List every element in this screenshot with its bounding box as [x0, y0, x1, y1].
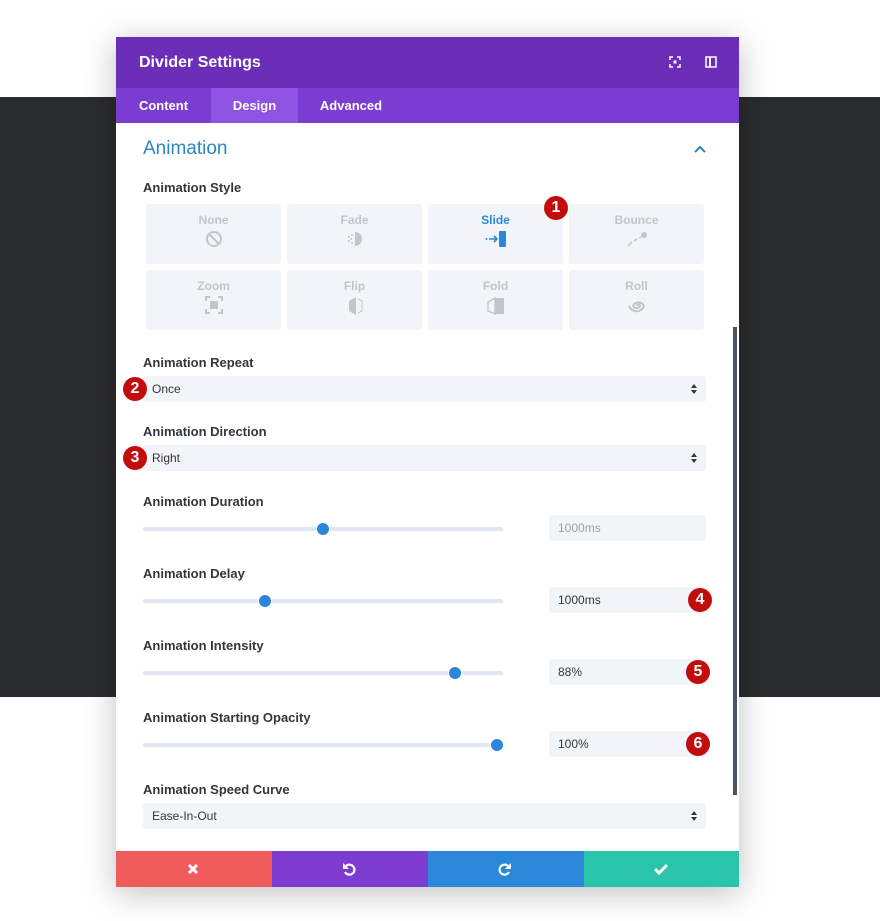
option-icon [627, 301, 645, 313]
select-arrows [691, 384, 697, 394]
slider-knob[interactable] [258, 594, 272, 608]
option-label: Roll [625, 279, 648, 293]
input-value: 88% [558, 665, 583, 679]
select-arrows [691, 811, 697, 821]
tab-bar: Content Design Advanced [116, 88, 739, 123]
undo-icon [343, 863, 356, 876]
step-badge: 5 [686, 660, 710, 684]
field-label: Animation Speed Curve [143, 782, 290, 797]
tab-active[interactable]: Design [211, 88, 298, 123]
fullscreen-icon[interactable] [669, 56, 681, 68]
option-icon [486, 296, 504, 315]
select-value: Ease-In-Out [152, 809, 217, 823]
step-badge: 4 [688, 588, 712, 612]
input-value: 100% [558, 737, 589, 751]
cancel-icon [187, 863, 199, 875]
option-icon [348, 297, 362, 315]
style-option[interactable]: Zoom [146, 270, 281, 330]
field-label: Animation Starting Opacity [143, 710, 311, 725]
tab[interactable]: Advanced [319, 98, 383, 113]
field-label: Animation Duration [143, 494, 264, 509]
text-input[interactable]: 100% [549, 731, 706, 757]
select[interactable]: Once [143, 376, 706, 402]
step-badge: 1 [544, 196, 568, 220]
settings-modal: Divider Settings Content Design Advanced… [116, 37, 739, 887]
redo-icon [498, 863, 511, 876]
undo-button[interactable] [272, 851, 428, 887]
step-badge: 2 [123, 377, 147, 401]
style-option[interactable]: Roll [569, 270, 704, 330]
option-label: Fade [340, 213, 369, 227]
option-icon [626, 232, 647, 247]
slider-track[interactable] [143, 599, 503, 603]
scrollbar[interactable] [733, 327, 737, 795]
slider-track[interactable] [143, 743, 503, 747]
style-option[interactable]: Bounce [569, 204, 704, 264]
style-option[interactable]: None [146, 204, 281, 264]
modal-title: Divider Settings [139, 54, 261, 71]
field-label: Animation Delay [143, 566, 245, 581]
field-label: Animation Repeat [143, 355, 254, 370]
select-value: Right [152, 451, 181, 465]
modal-header: Divider Settings [116, 37, 739, 88]
slider-knob[interactable] [316, 522, 330, 536]
tab[interactable]: Content [138, 98, 189, 113]
select[interactable]: Right [143, 445, 706, 471]
option-label: Slide [481, 213, 510, 227]
option-label: Zoom [197, 279, 230, 293]
option-label: Bounce [614, 213, 659, 227]
field-label: Animation Style [143, 180, 242, 195]
style-option[interactable]: Fade [287, 204, 422, 264]
field-label: Animation Intensity [143, 638, 264, 653]
step-badge: 6 [686, 732, 710, 756]
select[interactable]: Ease-In-Out [143, 803, 706, 829]
option-label: Fold [482, 279, 509, 293]
save-icon [654, 863, 668, 876]
style-option[interactable]: Flip [287, 270, 422, 330]
style-option[interactable]: Fold [428, 270, 563, 330]
option-icon [347, 232, 362, 246]
select-value: Once [152, 382, 181, 396]
slider-track[interactable] [143, 671, 503, 675]
slider-knob[interactable] [490, 738, 504, 752]
option-icon [205, 231, 222, 247]
cancel-button[interactable] [116, 851, 272, 887]
text-input[interactable]: 1000ms [549, 515, 706, 541]
save-button[interactable] [584, 851, 739, 887]
slider-knob[interactable] [448, 666, 462, 680]
option-icon [204, 296, 223, 314]
text-input[interactable]: 88% [549, 659, 706, 685]
collapse-icon[interactable] [694, 145, 706, 153]
option-icon [485, 231, 506, 247]
section-title[interactable]: Animation [143, 138, 228, 159]
text-input[interactable]: 1000ms [549, 587, 706, 613]
style-option-selected[interactable]: Slide [428, 204, 563, 264]
select-arrows [691, 453, 697, 463]
option-label: Flip [343, 279, 366, 293]
redo-button[interactable] [428, 851, 584, 887]
input-value: 1000ms [558, 521, 601, 535]
option-label: None [198, 213, 229, 227]
input-value: 1000ms [558, 593, 601, 607]
step-badge: 3 [123, 446, 147, 470]
field-label: Animation Direction [143, 424, 267, 439]
split-view-icon[interactable] [705, 56, 717, 68]
